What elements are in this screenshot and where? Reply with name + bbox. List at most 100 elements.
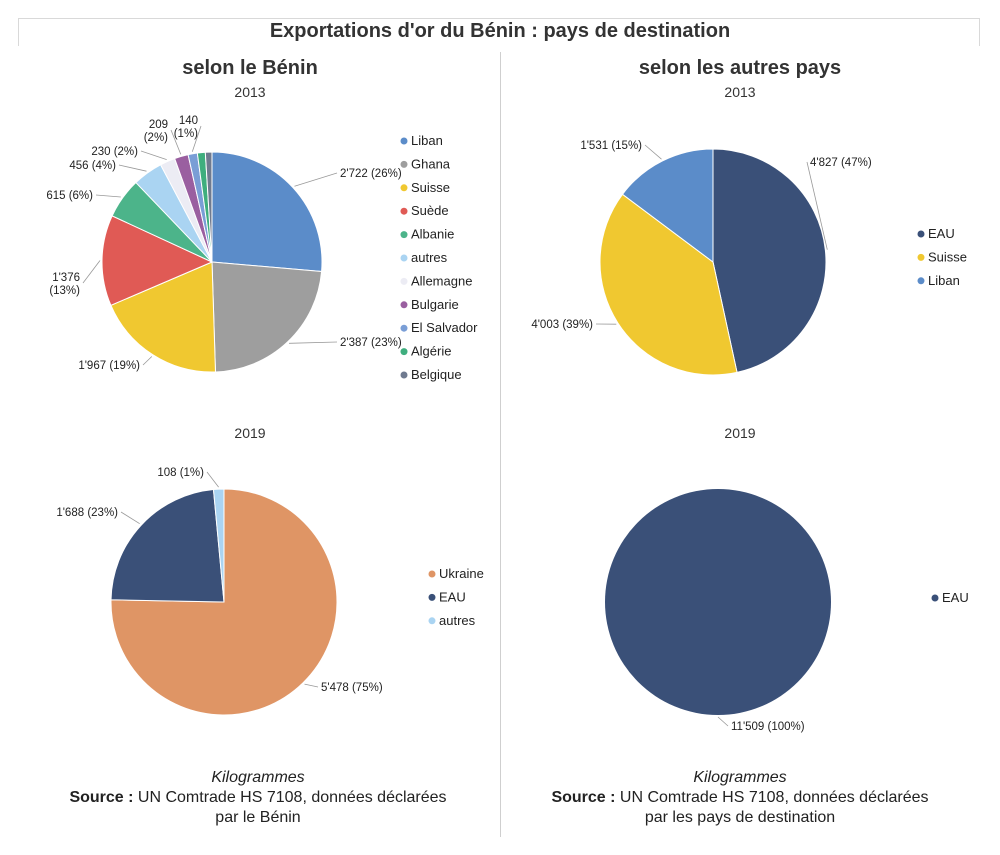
legend-label: Allemagne xyxy=(411,273,472,288)
legend-marker xyxy=(917,277,925,285)
pie-data-label: 2'722 (26%) xyxy=(340,168,402,180)
right-unit-label: Kilogrammes xyxy=(693,769,787,786)
right-source-label: Source : xyxy=(551,789,616,806)
pie-data-label: 1'531 (15%) xyxy=(580,140,642,152)
legend-marker xyxy=(917,253,925,261)
legend-marker xyxy=(400,160,408,168)
left-unit-label: Kilogrammes xyxy=(211,769,305,786)
legend-label: Albanie xyxy=(411,227,454,242)
pie-slice xyxy=(110,488,338,716)
legend-marker xyxy=(400,371,408,379)
legend-label: Suède xyxy=(411,203,449,218)
pie-label-leader xyxy=(806,161,828,250)
pie-label-leader xyxy=(206,471,219,488)
legend-marker xyxy=(400,231,408,239)
legend-marker xyxy=(428,617,436,625)
pie-label-leader xyxy=(140,150,167,160)
pie-data-label: 5'478 (75%) xyxy=(321,682,383,694)
legend-label: Suisse xyxy=(411,180,450,195)
pie-data-label: 1'688 (23%) xyxy=(56,507,118,519)
right-source-line: Source : UN Comtrade HS 7108, données dé… xyxy=(490,788,990,808)
title-frame xyxy=(18,18,980,46)
left-source-line: Source : UN Comtrade HS 7108, données dé… xyxy=(8,788,508,808)
pie-label-leader xyxy=(294,172,338,187)
legend-marker xyxy=(400,301,408,309)
pie-label-leader xyxy=(95,194,121,198)
legend-label: Liban xyxy=(928,273,960,288)
pie-slice xyxy=(211,261,323,373)
page-title: Exportations d'or du Bénin : pays de des… xyxy=(269,20,731,42)
pie-chart-1: 4'827 (47%) 4'003 (39%) 1'531 (15%) EAU Suis… xyxy=(531,140,967,376)
left-source-text: UN Comtrade HS 7108, données déclarées xyxy=(137,789,447,806)
legend-marker xyxy=(931,594,939,602)
legend-label: autres xyxy=(439,613,476,628)
legend-marker xyxy=(917,230,925,238)
pie-chart-3: 11'509 (100%) EAU xyxy=(605,489,969,733)
pie-label-leader xyxy=(304,683,319,688)
pie-data-label: 108 (1%) xyxy=(157,467,204,479)
legend-label: Ghana xyxy=(411,156,451,171)
pie-slice xyxy=(599,193,738,376)
legend-label: Belgique xyxy=(411,367,462,382)
pie-chart-2: 5'478 (75%) 1'688 (23%) 108 (1%) Ukraine EAU… xyxy=(56,467,484,716)
pie-data-label: 456 (4%) xyxy=(69,160,116,172)
pie-label-leader xyxy=(644,144,662,160)
year-label-right-top: 2013 xyxy=(724,84,756,100)
pie-data-label: 140 (1%) xyxy=(174,115,198,140)
legend-label: EAU xyxy=(928,226,955,241)
pie-slice xyxy=(101,215,214,307)
legend-label: Bulgarie xyxy=(411,297,459,312)
legend-label: EAU xyxy=(439,589,466,604)
legend-marker xyxy=(400,137,408,145)
pie-data-label: 209 (2%) xyxy=(144,119,168,144)
left-panel-heading: selon le Bénin xyxy=(182,57,318,79)
pie-slice xyxy=(212,488,225,603)
pie-label-leader xyxy=(82,260,101,284)
year-label-left-top: 2013 xyxy=(234,84,266,100)
legend-label: Algérie xyxy=(411,344,451,359)
pie-chart-0: 2'722 (26%) 2'387 (23%) 1'967 (19%) 1'376 (1… xyxy=(46,115,478,382)
pie-label-leader xyxy=(191,125,202,152)
right-source-text: UN Comtrade HS 7108, données déclarées xyxy=(619,789,929,806)
pie-label-leader xyxy=(288,341,338,344)
left-footer: Kilogrammes Source : UN Comtrade HS 7108… xyxy=(8,768,508,828)
year-label-right-bottom: 2019 xyxy=(724,425,756,441)
pie-data-label: 11'509 (100%) xyxy=(731,721,805,733)
pie-slice xyxy=(204,151,213,263)
panel-divider xyxy=(500,52,501,837)
pie-data-label: 1'967 (19%) xyxy=(78,360,140,372)
right-source-line2: par les pays de destination xyxy=(644,809,836,826)
legend-marker xyxy=(400,207,408,215)
legend-marker xyxy=(400,277,408,285)
pie-data-label: 1'376 (13%) xyxy=(49,272,80,297)
pie-slice xyxy=(712,148,827,374)
legend-marker xyxy=(400,348,408,356)
legend-marker xyxy=(428,570,436,578)
pie-data-label: 4'827 (47%) xyxy=(810,157,872,169)
pie-data-label: 4'003 (39%) xyxy=(531,319,593,331)
pie-slice xyxy=(110,261,216,373)
pie-label-leader xyxy=(118,164,147,172)
pie-label-leader xyxy=(120,511,140,525)
pie-label-leader xyxy=(717,716,729,727)
pie-label-leader xyxy=(170,129,182,155)
left-source-label: Source : xyxy=(69,789,134,806)
legend-marker xyxy=(428,593,436,601)
pie-label-leader xyxy=(142,356,153,366)
pie-data-label: 2'387 (23%) xyxy=(340,337,402,349)
legend-marker xyxy=(400,184,408,192)
pie-slice xyxy=(211,151,323,273)
pie-data-label: 230 (2%) xyxy=(91,146,138,158)
legend-label: Suisse xyxy=(928,249,967,264)
legend-label: El Salvador xyxy=(411,320,478,335)
year-label-left-bottom: 2019 xyxy=(234,425,266,441)
legend-marker xyxy=(400,324,408,332)
legend-label: EAU xyxy=(942,590,969,605)
legend-label: Liban xyxy=(411,133,443,148)
legend-label: Ukraine xyxy=(439,566,484,581)
pie-data-label: 615 (6%) xyxy=(46,190,93,202)
legend-label: autres xyxy=(411,250,448,265)
legend-marker xyxy=(400,254,408,262)
right-panel-heading: selon les autres pays xyxy=(638,57,842,79)
